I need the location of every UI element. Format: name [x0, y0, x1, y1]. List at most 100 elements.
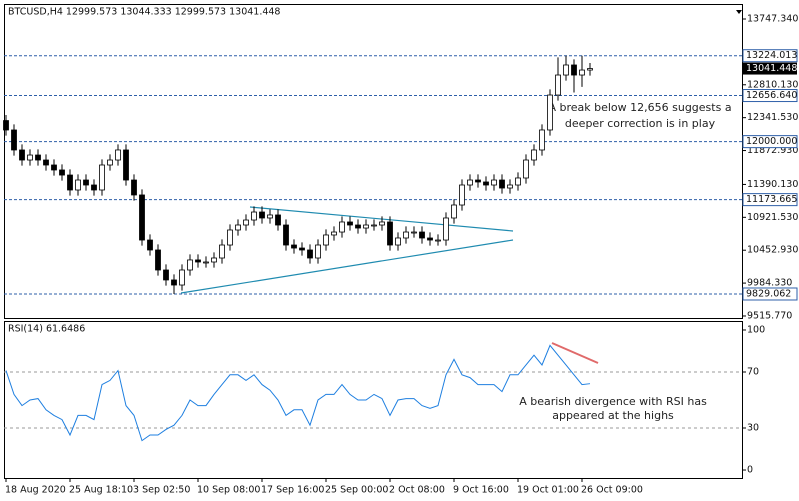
candle-body [291, 244, 297, 249]
candle-body [459, 184, 465, 206]
y-tick-label: 0 [747, 465, 753, 476]
candle-body [547, 94, 553, 131]
candle-body [203, 261, 209, 264]
candle-body [579, 69, 585, 76]
trendline [180, 239, 514, 294]
candle-body [331, 231, 337, 236]
candle-body [403, 231, 409, 239]
candle-body [171, 279, 177, 286]
candle-body [75, 179, 81, 191]
candle-body [299, 247, 305, 251]
price-pane [4, 4, 743, 319]
candle-body [155, 249, 161, 271]
y-tick-label: 11872.930 [747, 145, 798, 156]
x-tick-label: 10 Sep 08:00 [197, 485, 260, 496]
candle-body [19, 149, 25, 161]
candle-body [427, 237, 433, 241]
candle-body [339, 221, 345, 233]
level-label-box [742, 89, 798, 103]
y-tick-label: 10921.530 [747, 212, 798, 223]
candle-body [411, 231, 417, 234]
rsi-line [5, 344, 591, 442]
candle-body [43, 159, 49, 166]
candle-body [115, 149, 121, 161]
y-tick-label: 70 [747, 366, 759, 377]
candle-body [267, 214, 273, 219]
candle-body [419, 231, 425, 239]
candle-body [347, 221, 353, 226]
candle-body [395, 237, 401, 246]
candle-body [139, 194, 145, 241]
annotation: A break below 12,656 suggests a [548, 101, 731, 114]
level-label: 13224.013 [746, 50, 797, 61]
annotation: deeper correction is in play [565, 117, 716, 130]
y-tick-label: 11390.130 [747, 179, 798, 190]
candle-body [187, 259, 193, 271]
candle-body [355, 224, 361, 229]
chart-title: BTCUSD,H4 12999.573 13044.333 12999.573 … [8, 7, 280, 18]
candle-body [307, 249, 313, 259]
level-label: 9829.062 [746, 288, 791, 299]
x-tick-label: 9 Oct 16:00 [453, 485, 509, 496]
candle-body [363, 224, 369, 229]
candle-body [491, 179, 497, 186]
y-tick-label: 100 [747, 324, 765, 335]
candle-body [27, 154, 33, 161]
candle-body [251, 211, 257, 221]
y-tick-label: 13747.340 [747, 13, 798, 24]
level-label-box [742, 49, 798, 63]
y-tick-label: 12810.130 [747, 79, 798, 90]
candle-body [467, 179, 473, 186]
price-label-box [743, 62, 797, 75]
candle-body [507, 184, 513, 189]
level-label: 12656.640 [746, 90, 797, 101]
annotation: appeared at the highs [552, 409, 674, 422]
x-tick-label: 25 Aug 18:10 [69, 485, 133, 496]
level-label-box [742, 287, 798, 301]
candle-body [443, 217, 449, 241]
candle-body [571, 64, 577, 76]
candle-body [275, 214, 281, 226]
candle-body [531, 149, 537, 161]
candle-body [387, 221, 393, 246]
y-tick-label: 12341.530 [747, 112, 798, 123]
y-tick-label: 30 [747, 423, 759, 434]
candle-body [587, 68, 593, 71]
level-label: 12000.000 [746, 136, 797, 147]
rsi-title: RSI(14) 61.6486 [8, 324, 85, 335]
candle-body [539, 129, 545, 151]
x-tick-label: 25 Sep 00:00 [325, 485, 388, 496]
candle-body [483, 181, 489, 186]
candle-body [107, 159, 113, 166]
candle-body [235, 224, 241, 231]
candle-body [243, 219, 249, 226]
candle-body [227, 229, 233, 246]
x-tick-label: 26 Oct 09:00 [581, 485, 643, 496]
candle-body [315, 244, 321, 259]
candle-body [67, 174, 73, 191]
y-tick-label: 10452.930 [747, 245, 798, 256]
candle-body [91, 184, 97, 191]
candle-body [435, 239, 441, 242]
candle-body [523, 159, 529, 179]
level-label: 11173.665 [746, 194, 797, 205]
x-tick-label: 19 Oct 01:00 [517, 485, 579, 496]
x-tick-label: 17 Sep 16:00 [261, 485, 324, 496]
candle-body [451, 204, 457, 219]
candle-body [123, 149, 129, 181]
candle-body [51, 164, 57, 171]
candle-body [179, 269, 185, 286]
candle-body [83, 179, 89, 186]
candle-body [195, 259, 201, 263]
candle-body [563, 64, 569, 76]
x-tick-label: 2 Oct 08:00 [389, 485, 445, 496]
candle-body [475, 179, 481, 183]
annotation: A bearish divergence with RSI has [519, 395, 707, 408]
level-label-box [742, 135, 798, 149]
candle-body [99, 164, 105, 191]
y-tick-label: 9515.770 [747, 310, 792, 321]
candle-body [371, 224, 377, 227]
